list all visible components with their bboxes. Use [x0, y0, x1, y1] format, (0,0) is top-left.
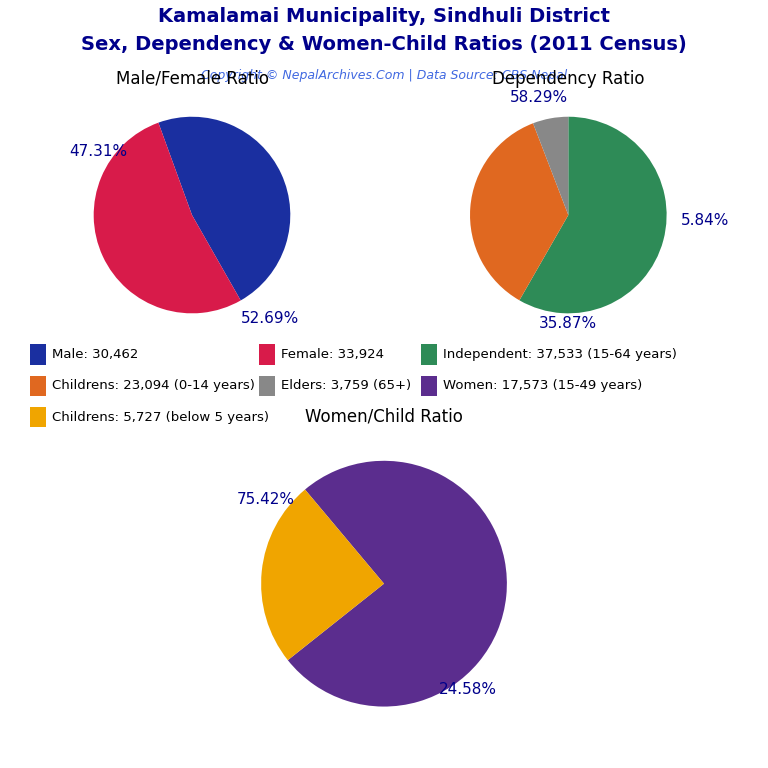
Text: 47.31%: 47.31%: [69, 144, 127, 159]
FancyBboxPatch shape: [421, 376, 437, 396]
Text: 24.58%: 24.58%: [439, 682, 498, 697]
Text: Women: 17,573 (15-49 years): Women: 17,573 (15-49 years): [443, 379, 642, 392]
Wedge shape: [533, 117, 568, 215]
Text: Male: 30,462: Male: 30,462: [52, 348, 138, 361]
FancyBboxPatch shape: [259, 376, 275, 396]
Text: 52.69%: 52.69%: [241, 311, 300, 326]
FancyBboxPatch shape: [421, 344, 437, 365]
Text: 5.84%: 5.84%: [681, 213, 730, 228]
Text: 75.42%: 75.42%: [237, 492, 295, 507]
Wedge shape: [261, 489, 384, 660]
Title: Women/Child Ratio: Women/Child Ratio: [305, 408, 463, 425]
Title: Dependency Ratio: Dependency Ratio: [492, 70, 644, 88]
Text: Kamalamai Municipality, Sindhuli District: Kamalamai Municipality, Sindhuli Distric…: [158, 7, 610, 26]
FancyBboxPatch shape: [30, 407, 46, 427]
Text: 58.29%: 58.29%: [510, 90, 568, 105]
Wedge shape: [94, 123, 240, 313]
Text: Female: 33,924: Female: 33,924: [281, 348, 384, 361]
FancyBboxPatch shape: [259, 344, 275, 365]
FancyBboxPatch shape: [30, 376, 46, 396]
Text: Copyright © NepalArchives.Com | Data Source: CBS Nepal: Copyright © NepalArchives.Com | Data Sou…: [201, 69, 567, 82]
Wedge shape: [470, 124, 568, 300]
Wedge shape: [519, 117, 667, 313]
Wedge shape: [158, 117, 290, 300]
Wedge shape: [288, 461, 507, 707]
Text: 35.87%: 35.87%: [539, 316, 598, 331]
Text: Childrens: 23,094 (0-14 years): Childrens: 23,094 (0-14 years): [52, 379, 255, 392]
Text: Sex, Dependency & Women-Child Ratios (2011 Census): Sex, Dependency & Women-Child Ratios (20…: [81, 35, 687, 54]
Text: Elders: 3,759 (65+): Elders: 3,759 (65+): [281, 379, 411, 392]
Text: Independent: 37,533 (15-64 years): Independent: 37,533 (15-64 years): [443, 348, 677, 361]
Title: Male/Female Ratio: Male/Female Ratio: [115, 70, 269, 88]
Text: Childrens: 5,727 (below 5 years): Childrens: 5,727 (below 5 years): [52, 411, 270, 424]
FancyBboxPatch shape: [30, 344, 46, 365]
